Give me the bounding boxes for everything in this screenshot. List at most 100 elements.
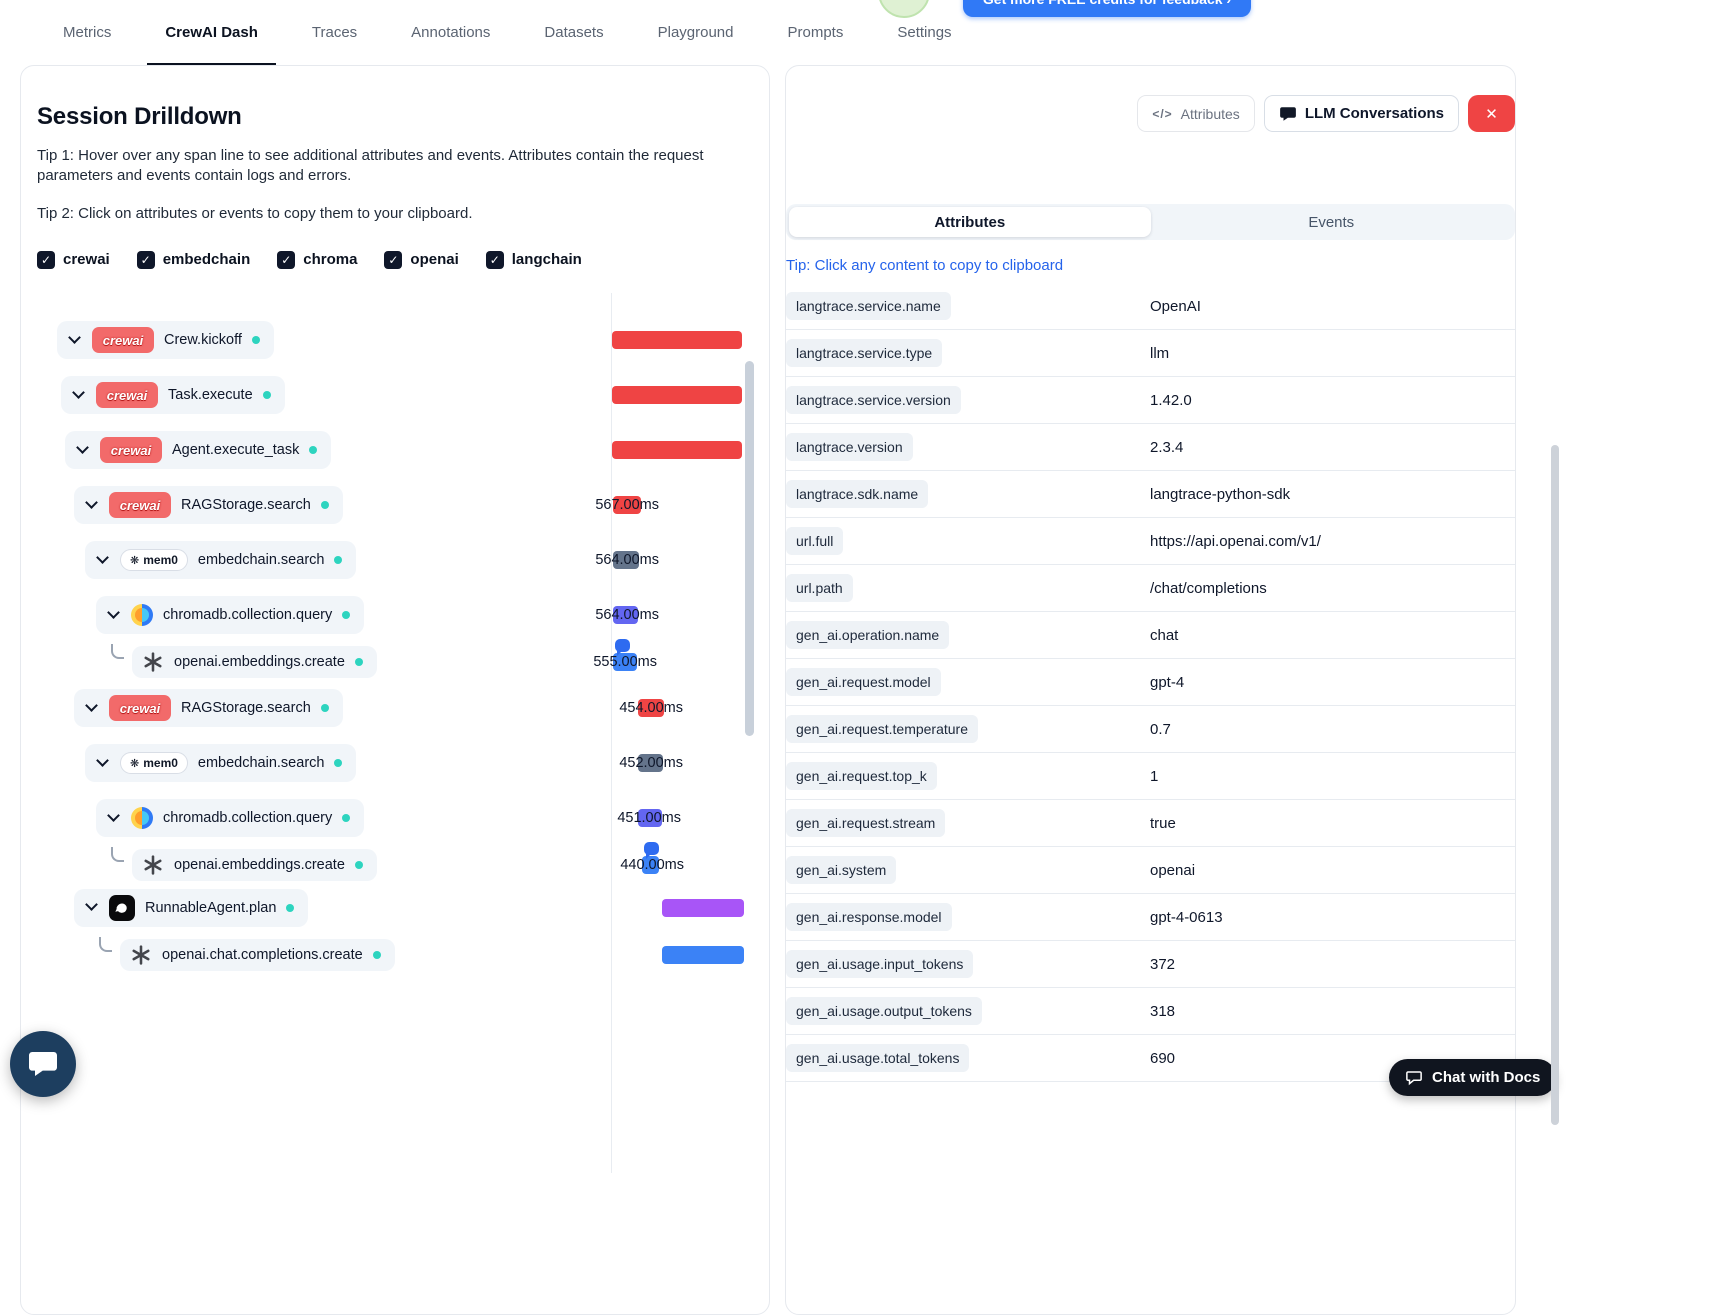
tab-attributes[interactable]: Attributes (789, 207, 1151, 237)
attributes-button[interactable]: </> Attributes (1137, 95, 1255, 132)
attribute-value[interactable]: llm (1150, 344, 1170, 362)
span-timeline-bar[interactable] (612, 441, 742, 460)
span-timeline-bar[interactable] (638, 754, 663, 773)
span-pill[interactable]: crewai ❋ mem0 Crew.kickoff (57, 321, 274, 360)
span-row[interactable]: crewai ❋ mem0 embedchain.search 564.00ms (21, 533, 769, 588)
llm-conversations-button[interactable]: LLM Conversations (1263, 95, 1459, 132)
attribute-key[interactable]: langtrace.service.version (786, 386, 961, 414)
span-row[interactable]: crewai ❋ mem0 embedchain.search 452.00ms (21, 736, 769, 791)
chevron-down-icon[interactable] (85, 698, 98, 712)
chevron-down-icon[interactable] (107, 605, 120, 619)
attribute-key[interactable]: langtrace.sdk.name (786, 480, 929, 508)
checkbox-checked-icon[interactable]: ✓ (277, 250, 296, 269)
attribute-value[interactable]: chat (1150, 626, 1179, 644)
vendor-filter[interactable]: ✓ crewai (37, 250, 110, 269)
attribute-key[interactable]: gen_ai.usage.total_tokens (786, 1044, 970, 1072)
attribute-key[interactable]: url.full (786, 527, 844, 555)
attribute-key[interactable]: gen_ai.operation.name (786, 621, 950, 649)
nav-tab[interactable]: Metrics (45, 0, 129, 65)
span-pill[interactable]: crewai ❋ mem0 openai.chat.completions.cr… (120, 938, 395, 971)
chevron-down-icon[interactable] (96, 550, 109, 564)
span-row[interactable]: crewai ❋ mem0 Task.execute (21, 368, 769, 423)
attribute-value[interactable]: gpt-4 (1150, 673, 1185, 691)
vendor-filter[interactable]: ✓ chroma (277, 250, 357, 269)
span-timeline-bar[interactable] (612, 331, 742, 350)
attribute-value[interactable]: 1.42.0 (1150, 391, 1192, 409)
attribute-key[interactable]: url.path (786, 574, 853, 602)
attribute-value[interactable]: 372 (1150, 955, 1176, 973)
attribute-key[interactable]: gen_ai.usage.input_tokens (786, 950, 974, 978)
attribute-key[interactable]: gen_ai.response.model (786, 903, 952, 931)
chevron-down-icon[interactable] (68, 330, 81, 344)
free-credits-button[interactable]: Get more FREE credits for feedback › (963, 0, 1251, 17)
nav-tab[interactable]: Traces (294, 0, 375, 65)
nav-tab[interactable]: CrewAI Dash (147, 0, 276, 65)
attribute-value[interactable]: 0.7 (1150, 720, 1171, 738)
span-pill[interactable]: crewai ❋ mem0 Agent.execute_task (65, 431, 332, 470)
attribute-key[interactable]: gen_ai.request.stream (786, 809, 946, 837)
span-row[interactable]: crewai ❋ mem0 RAGStorage.search 567.00ms (21, 478, 769, 533)
close-button[interactable]: ✕ (1468, 95, 1515, 132)
span-timeline-bar[interactable] (642, 855, 659, 874)
llm-bubble-icon[interactable] (644, 841, 659, 859)
span-timeline-bar[interactable] (612, 386, 742, 405)
span-pill[interactable]: crewai ❋ mem0 RunnableAgent.plan (74, 888, 309, 927)
attribute-value[interactable]: 1 (1150, 767, 1159, 785)
attribute-key[interactable]: gen_ai.request.top_k (786, 762, 937, 790)
attribute-value[interactable]: openai (1150, 861, 1196, 879)
tab-events[interactable]: Events (1151, 207, 1513, 237)
attribute-value[interactable]: /chat/completions (1150, 579, 1267, 597)
attribute-value[interactable]: gpt-4-0613 (1150, 908, 1223, 926)
chat-with-docs-button[interactable]: Chat with Docs (1389, 1059, 1557, 1096)
attribute-value[interactable]: true (1150, 814, 1176, 832)
nav-tab[interactable]: Annotations (393, 0, 508, 65)
attribute-value[interactable]: https://api.openai.com/v1/ (1150, 532, 1321, 550)
attribute-value[interactable]: 2.3.4 (1150, 438, 1184, 456)
attribute-value[interactable]: 318 (1150, 1002, 1176, 1020)
nav-tab[interactable]: Prompts (770, 0, 862, 65)
span-timeline-bar[interactable] (613, 606, 638, 625)
span-timeline-bar[interactable] (662, 898, 744, 917)
attribute-key[interactable]: gen_ai.request.temperature (786, 715, 978, 743)
span-row[interactable]: crewai ❋ mem0 chromadb.collection.query … (21, 791, 769, 846)
page-scrollbar-thumb[interactable] (1551, 445, 1559, 1125)
llm-bubble-icon[interactable] (615, 638, 630, 656)
span-pill[interactable]: crewai ❋ mem0 openai.embeddings.create (132, 645, 377, 678)
chevron-down-icon[interactable] (85, 898, 98, 912)
vendor-filter[interactable]: ✓ langchain (485, 250, 582, 269)
nav-tab[interactable]: Datasets (526, 0, 621, 65)
attribute-key[interactable]: langtrace.service.name (786, 292, 951, 320)
span-pill[interactable]: crewai ❋ mem0 embedchain.search (85, 744, 357, 783)
span-row[interactable]: crewai ❋ mem0 chromadb.collection.query … (21, 588, 769, 643)
span-row[interactable]: crewai ❋ mem0 Crew.kickoff (21, 313, 769, 368)
attribute-value[interactable]: langtrace-python-sdk (1150, 485, 1291, 503)
attribute-value[interactable]: OpenAI (1150, 297, 1201, 315)
chevron-down-icon[interactable] (107, 808, 120, 822)
span-row[interactable]: crewai ❋ mem0 RunnableAgent.plan (21, 884, 769, 932)
attribute-key[interactable]: langtrace.version (786, 433, 913, 461)
live-chat-launcher[interactable] (10, 1031, 76, 1097)
chevron-down-icon[interactable] (96, 753, 109, 767)
span-pill[interactable]: crewai ❋ mem0 openai.embeddings.create (132, 848, 377, 881)
span-pill[interactable]: crewai ❋ mem0 chromadb.collection.query (96, 799, 365, 838)
attribute-key[interactable]: langtrace.service.type (786, 339, 943, 367)
span-row[interactable]: crewai ❋ mem0 openai.chat.completions.cr… (21, 932, 769, 978)
span-pill[interactable]: crewai ❋ mem0 embedchain.search (85, 541, 357, 580)
span-timeline-bar[interactable] (638, 809, 662, 828)
span-timeline-bar[interactable] (613, 496, 641, 515)
nav-tab[interactable]: Playground (640, 0, 752, 65)
chevron-down-icon[interactable] (76, 440, 89, 454)
attribute-key[interactable]: gen_ai.system (786, 856, 897, 884)
span-row[interactable]: crewai ❋ mem0 openai.embeddings.create 4… (21, 841, 769, 884)
attribute-key[interactable]: gen_ai.usage.output_tokens (786, 997, 982, 1025)
span-timeline-bar[interactable] (662, 945, 744, 964)
chevron-down-icon[interactable] (72, 385, 85, 399)
checkbox-checked-icon[interactable]: ✓ (136, 250, 155, 269)
span-pill[interactable]: crewai ❋ mem0 RAGStorage.search (74, 486, 343, 525)
attribute-value[interactable]: 690 (1150, 1049, 1176, 1067)
vendor-filter[interactable]: ✓ openai (384, 250, 459, 269)
chevron-down-icon[interactable] (85, 495, 98, 509)
span-timeline-bar[interactable] (613, 652, 637, 671)
tree-scrollbar-thumb[interactable] (745, 360, 754, 736)
nav-tab[interactable]: Settings (879, 0, 969, 65)
